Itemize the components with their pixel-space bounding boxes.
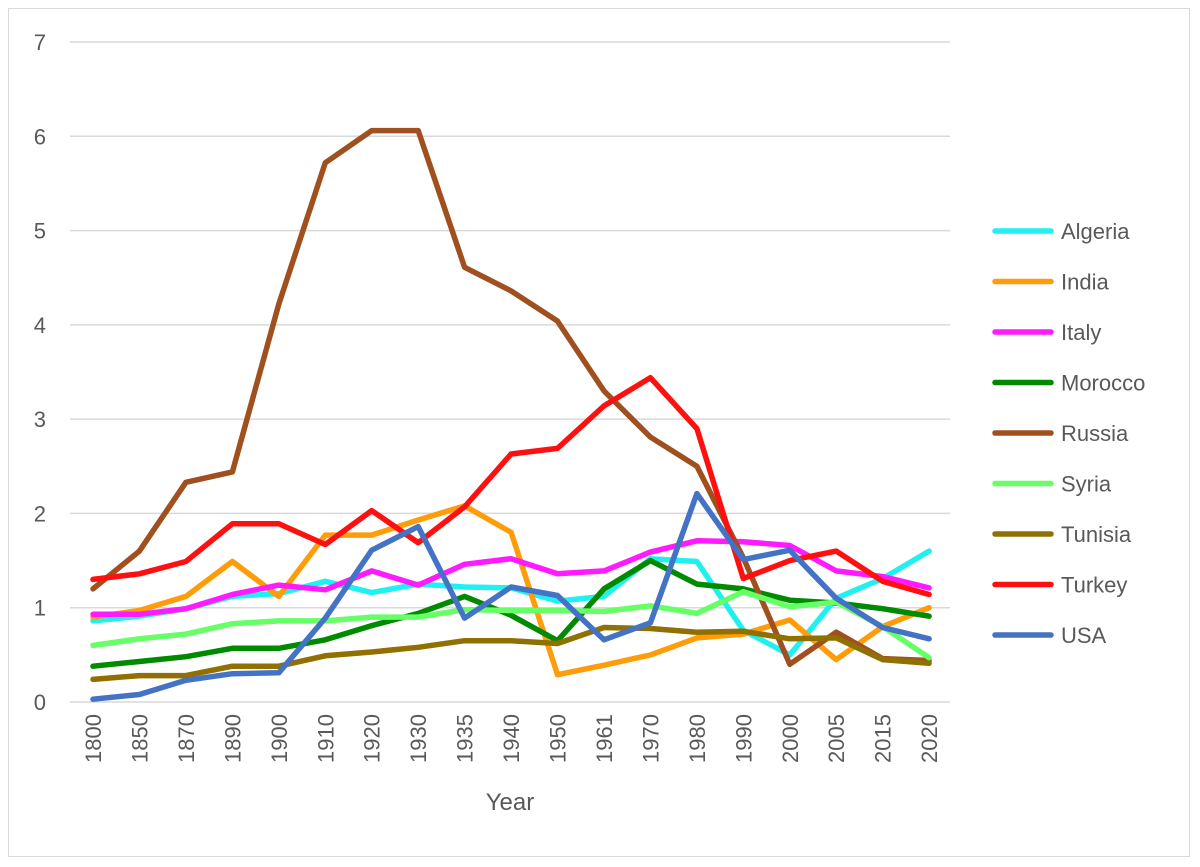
x-tick-label: 1940	[499, 714, 524, 763]
x-tick-label: 1980	[685, 714, 710, 763]
y-tick-label: 3	[34, 407, 46, 432]
x-tick-label: 2005	[824, 714, 849, 763]
legend-label-india: India	[1061, 270, 1109, 295]
legend-label-syria: Syria	[1061, 472, 1112, 497]
x-tick-label: 1890	[220, 714, 245, 763]
x-tick-label: 1870	[174, 714, 199, 763]
gridlines	[70, 41, 950, 609]
x-tick-label: 1930	[406, 714, 431, 763]
y-axis: 0 1 2 3 4 5 6 7	[34, 30, 46, 715]
legend-label-russia: Russia	[1061, 421, 1129, 446]
x-tick-label: 1900	[267, 714, 292, 763]
chart-frame	[8, 8, 1190, 857]
x-tick-label: 1990	[731, 714, 756, 763]
y-tick-label: 4	[34, 313, 46, 338]
y-tick-label: 6	[34, 124, 46, 149]
x-tick-label: 1850	[127, 714, 152, 763]
y-tick-label: 0	[34, 690, 46, 715]
series-line-syria	[90, 588, 932, 661]
y-tick-label: 2	[34, 501, 46, 526]
x-tick-label: 2000	[778, 714, 803, 763]
legend-label-morocco: Morocco	[1061, 371, 1145, 396]
x-tick-label: 2015	[871, 714, 896, 763]
series-line-morocco	[90, 557, 932, 669]
x-tick-label: 1950	[546, 714, 571, 763]
x-tick-labels: 1800 1850 1870 1890 1900 1910 1920 1930 1935 1940…	[81, 714, 942, 763]
legend: Algeria India Italy Morocco Russia Syria Tunis…	[992, 219, 1145, 648]
legend-label-italy: Italy	[1061, 320, 1101, 345]
legend-label-algeria: Algeria	[1061, 219, 1130, 244]
series-line-tunisia	[90, 624, 932, 683]
y-tick-label: 5	[34, 219, 46, 244]
legend-label-tunisia: Tunisia	[1061, 522, 1132, 547]
series-line-india	[90, 503, 932, 678]
x-tick-label: 1910	[313, 714, 338, 763]
series-line-italy	[90, 538, 932, 618]
x-tick-label: 1800	[81, 714, 106, 763]
series-line-turkey	[90, 374, 932, 598]
y-tick-label: 7	[34, 30, 46, 55]
x-tick-label: 1920	[360, 714, 385, 763]
series-line-russia	[90, 127, 932, 668]
y-tick-label: 1	[34, 596, 46, 621]
legend-label-usa: USA	[1061, 623, 1107, 648]
x-tick-label: 1970	[638, 714, 663, 763]
x-axis-title: Year	[486, 789, 535, 816]
x-tick-label: 1935	[453, 714, 478, 763]
legend-label-turkey: Turkey	[1061, 573, 1127, 598]
x-tick-label: 1961	[592, 714, 617, 763]
series-line-usa	[90, 490, 932, 702]
series-lines	[90, 127, 932, 702]
x-tick-label: 2020	[917, 714, 942, 763]
